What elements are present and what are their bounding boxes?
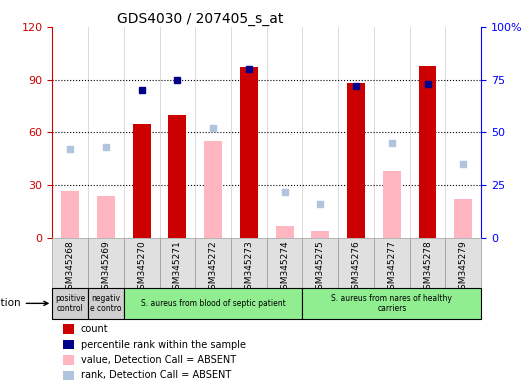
Bar [160,238,195,288]
Text: GSM345273: GSM345273 [244,240,253,295]
Bar [61,190,79,238]
Bar [52,288,88,319]
Text: GSM345268: GSM345268 [66,240,75,295]
Text: GSM345278: GSM345278 [423,240,432,295]
Bar [195,238,231,288]
Bar [374,238,410,288]
Text: S. aureus from nares of healthy
carriers: S. aureus from nares of healthy carriers [332,294,452,313]
Bar [383,171,401,238]
Bar [231,238,267,288]
Bar [347,83,365,238]
Bar [338,238,374,288]
Bar [88,238,124,288]
Text: value, Detection Call = ABSENT: value, Detection Call = ABSENT [81,355,236,365]
Text: GSM345269: GSM345269 [101,240,110,295]
Text: GSM345277: GSM345277 [388,240,396,295]
Bar [446,238,481,288]
Text: infection: infection [0,298,48,308]
Bar [302,288,481,319]
Bar [97,196,115,238]
Bar [204,141,222,238]
Text: GDS4030 / 207405_s_at: GDS4030 / 207405_s_at [117,12,283,26]
Text: positive
control: positive control [55,294,85,313]
Bar [302,238,338,288]
Text: GSM345274: GSM345274 [280,240,289,295]
Text: negativ
e contro: negativ e contro [90,294,122,313]
Text: rank, Detection Call = ABSENT: rank, Detection Call = ABSENT [81,370,231,381]
Text: GSM345276: GSM345276 [351,240,360,295]
Text: GSM345275: GSM345275 [316,240,325,295]
Text: count: count [81,324,108,334]
Text: GSM345271: GSM345271 [173,240,182,295]
Bar [133,124,151,238]
Text: GSM345272: GSM345272 [209,240,218,295]
Bar [124,238,160,288]
Bar [124,288,302,319]
Bar [454,199,472,238]
Text: GSM345279: GSM345279 [459,240,468,295]
Bar [52,238,88,288]
Bar [88,288,124,319]
Bar [276,226,293,238]
Text: GSM345270: GSM345270 [137,240,146,295]
Bar [267,238,302,288]
Bar [410,238,446,288]
Bar [168,115,186,238]
Bar [240,67,258,238]
Text: percentile rank within the sample: percentile rank within the sample [81,339,245,350]
Text: S. aureus from blood of septic patient: S. aureus from blood of septic patient [141,299,286,308]
Bar [311,231,329,238]
Bar [418,66,437,238]
